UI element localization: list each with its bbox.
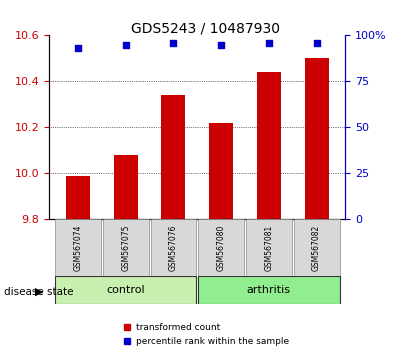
- Bar: [209, 123, 233, 219]
- Point: [218, 42, 224, 47]
- Bar: [257, 72, 281, 219]
- Text: ▶: ▶: [35, 287, 43, 297]
- Point: [75, 45, 81, 51]
- FancyBboxPatch shape: [103, 219, 149, 276]
- Text: arthritis: arthritis: [247, 285, 291, 295]
- Text: control: control: [106, 285, 145, 295]
- Text: disease state: disease state: [4, 287, 74, 297]
- FancyBboxPatch shape: [55, 276, 196, 304]
- Bar: [162, 95, 185, 219]
- Point: [313, 40, 320, 46]
- Text: GSM567080: GSM567080: [217, 224, 226, 271]
- Bar: [305, 58, 328, 219]
- Bar: [66, 176, 90, 219]
- Point: [266, 40, 272, 46]
- Point: [122, 42, 129, 47]
- Text: GSM567075: GSM567075: [121, 224, 130, 271]
- Text: GSM567076: GSM567076: [169, 224, 178, 271]
- FancyBboxPatch shape: [198, 219, 244, 276]
- FancyBboxPatch shape: [150, 219, 196, 276]
- FancyBboxPatch shape: [198, 276, 339, 304]
- Text: GDS5243 / 10487930: GDS5243 / 10487930: [131, 21, 280, 35]
- Legend: transformed count, percentile rank within the sample: transformed count, percentile rank withi…: [118, 320, 293, 349]
- Text: GSM567081: GSM567081: [264, 225, 273, 271]
- Point: [170, 40, 177, 46]
- Text: GSM567082: GSM567082: [312, 225, 321, 271]
- FancyBboxPatch shape: [294, 219, 339, 276]
- FancyBboxPatch shape: [55, 219, 101, 276]
- Bar: [114, 155, 138, 219]
- FancyBboxPatch shape: [246, 219, 292, 276]
- Text: GSM567074: GSM567074: [74, 224, 83, 271]
